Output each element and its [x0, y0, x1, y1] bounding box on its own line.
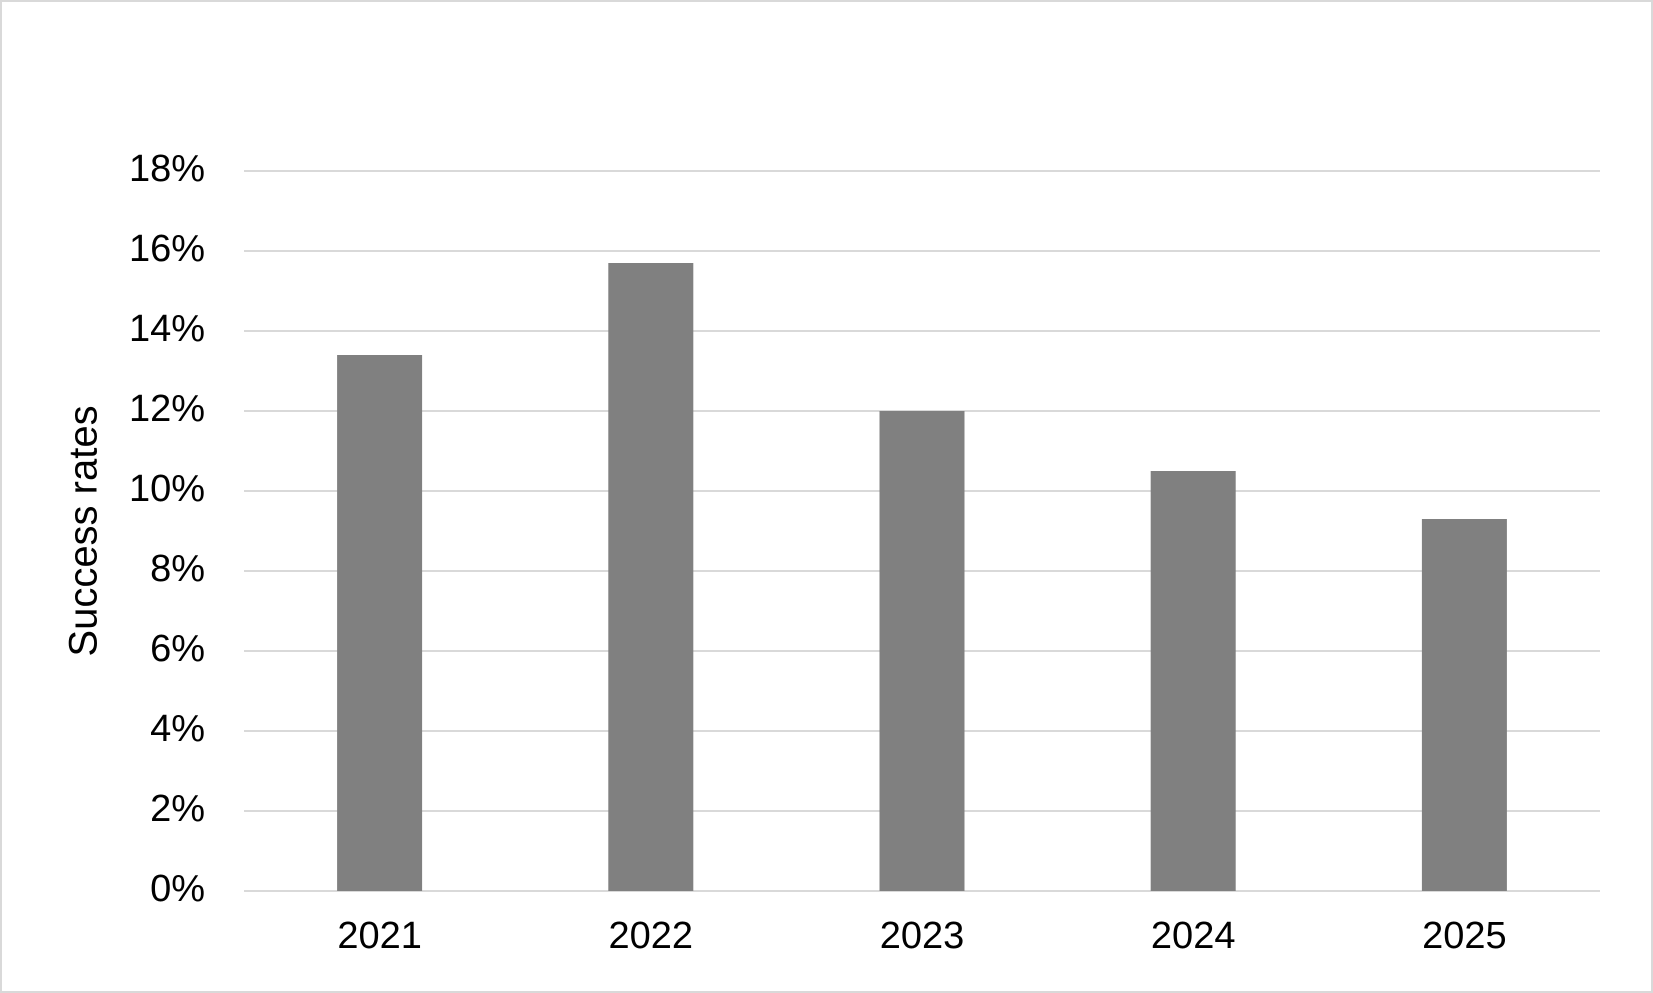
- bar: [1150, 471, 1236, 891]
- y-tick-label: 16%: [129, 228, 205, 270]
- x-tick-label: 2025: [1422, 915, 1507, 957]
- y-axis-label: Success rates: [62, 405, 106, 656]
- x-tick-label: 2022: [609, 915, 694, 957]
- x-tick-label: 2023: [880, 915, 965, 957]
- x-tick-label: 2021: [337, 915, 422, 957]
- bar: [608, 263, 694, 891]
- y-tick-label: 2%: [150, 788, 205, 830]
- y-tick-label: 10%: [129, 468, 205, 510]
- x-tick-label: 2024: [1151, 915, 1236, 957]
- y-tick-label: 12%: [129, 388, 205, 430]
- bar: [879, 411, 965, 891]
- y-tick-label: 14%: [129, 308, 205, 350]
- y-tick-label: 18%: [129, 148, 205, 190]
- bar: [1421, 519, 1507, 891]
- y-tick-label: 6%: [150, 628, 205, 670]
- y-tick-label: 0%: [150, 868, 205, 910]
- bar: [337, 355, 423, 891]
- y-tick-label: 4%: [150, 708, 205, 750]
- y-tick-label: 8%: [150, 548, 205, 590]
